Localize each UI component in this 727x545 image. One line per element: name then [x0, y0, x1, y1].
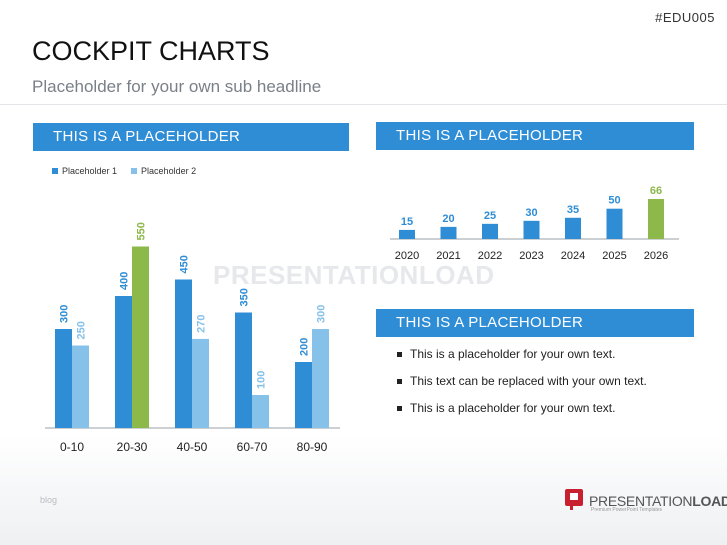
bar-0-10-series-1 — [55, 329, 72, 428]
bullet-item: This is a placeholder for your own text. — [397, 347, 647, 361]
data-label-2022: 25 — [484, 210, 496, 222]
data-label-20-30-series-2: 550 — [136, 222, 148, 240]
x-tick-label-2022: 2022 — [478, 250, 502, 262]
footer-note: blog — [40, 495, 58, 505]
data-label-20-30-series-1: 400 — [119, 272, 131, 290]
age-group-bar-chart: 300 250 0-10 400 550 20-30 450 270 40-50 350 100 60… — [45, 222, 340, 454]
logo-brand-part-b: LOAD — [692, 493, 727, 509]
data-label-40-50-series-2: 270 — [196, 315, 208, 333]
left-panel-header: THIS IS A PLACEHOLDER — [33, 123, 349, 151]
data-label-60-70-series-1: 350 — [239, 288, 251, 306]
presentationload-logo-icon — [565, 489, 583, 510]
slide-code: #EDU005 — [655, 10, 715, 25]
legend-item-series-2: Placeholder 2 — [131, 166, 196, 176]
bullet-icon — [397, 378, 402, 384]
bar-20-30-series-2 — [132, 246, 149, 428]
bar-2025 — [606, 208, 623, 239]
bar-2023 — [523, 220, 540, 239]
page-subtitle: Placeholder for your own sub headline — [32, 77, 322, 96]
legend-label-series-2: Placeholder 2 — [141, 166, 197, 176]
data-label-2023: 30 — [525, 207, 537, 219]
data-label-2020: 15 — [401, 216, 413, 228]
bar-0-10-series-2 — [72, 345, 89, 428]
bar-40-50-series-2 — [192, 338, 209, 428]
data-label-80-90-series-2: 300 — [316, 305, 328, 323]
bullet-list: This is a placeholder for your own text.… — [397, 347, 647, 428]
x-tick-label-20-30: 20-30 — [117, 440, 148, 454]
bar-2020 — [399, 229, 415, 239]
bar-2024 — [565, 217, 581, 239]
legend-swatch-series-2 — [131, 168, 138, 174]
x-tick-label-2026: 2026 — [644, 250, 668, 262]
bar-60-70-series-2 — [252, 395, 269, 428]
bullet-text: This is a placeholder for your own text. — [410, 347, 616, 361]
bar-80-90-series-2 — [312, 329, 329, 428]
header-divider — [0, 104, 727, 105]
bullet-text: This is a placeholder for your own text. — [410, 401, 616, 415]
x-tick-label-2023: 2023 — [519, 250, 543, 262]
legend-item-series-1: Placeholder 1 — [52, 166, 117, 176]
bullet-text: This text can be replaced with your own … — [410, 374, 647, 388]
data-label-40-50-series-1: 450 — [179, 255, 191, 273]
bar-80-90-series-1 — [295, 362, 312, 428]
yearly-bar-chart: 1520202020212520223020233520245020256620… — [390, 185, 679, 262]
data-label-80-90-series-1: 200 — [299, 338, 311, 356]
bullet-icon — [397, 405, 402, 411]
x-tick-label-2021: 2021 — [436, 250, 460, 262]
bar-2026 — [648, 199, 664, 239]
page-title: COCKPIT CHARTS — [32, 36, 270, 66]
bar-2021 — [440, 226, 457, 239]
bar-40-50-series-1 — [175, 279, 192, 428]
chart-legend: Placeholder 1 Placeholder 2 — [52, 166, 196, 176]
bullet-icon — [397, 351, 402, 357]
bullet-item: This text can be replaced with your own … — [397, 374, 647, 388]
logo-wordmark: PRESENTATIONLOAD® — [589, 493, 727, 509]
logo-brand-part-a: PRESENTATION — [589, 493, 693, 509]
bar-2022 — [482, 223, 498, 239]
right-bottom-panel-header: THIS IS A PLACEHOLDER — [376, 309, 694, 337]
data-label-0-10-series-1: 300 — [59, 305, 71, 323]
data-label-2024: 35 — [567, 204, 579, 216]
x-tick-label-40-50: 40-50 — [177, 440, 208, 454]
bar-20-30-series-1 — [115, 296, 132, 428]
data-label-0-10-series-2: 250 — [76, 321, 88, 339]
x-tick-label-80-90: 80-90 — [297, 440, 328, 454]
x-tick-label-60-70: 60-70 — [237, 440, 268, 454]
data-label-2021: 20 — [442, 213, 454, 225]
data-label-60-70-series-2: 100 — [256, 371, 268, 389]
brand-logo: PRESENTATIONLOAD® Premium PowerPoint Tem… — [565, 489, 727, 513]
data-label-2025: 50 — [608, 195, 620, 207]
x-tick-label-2025: 2025 — [602, 250, 626, 262]
right-top-panel-header: THIS IS A PLACEHOLDER — [376, 122, 694, 150]
x-tick-label-0-10: 0-10 — [60, 440, 84, 454]
x-tick-label-2020: 2020 — [395, 250, 419, 262]
bar-60-70-series-1 — [235, 312, 252, 428]
data-label-2026: 66 — [650, 185, 662, 197]
watermark: PRESENTATIONLOAD — [213, 260, 495, 290]
bullet-item: This is a placeholder for your own text. — [397, 401, 647, 415]
legend-label-series-1: Placeholder 1 — [62, 166, 118, 176]
legend-swatch-series-1 — [52, 168, 58, 174]
logo-tagline: Premium PowerPoint Templates — [591, 507, 663, 513]
x-tick-label-2024: 2024 — [561, 250, 585, 262]
